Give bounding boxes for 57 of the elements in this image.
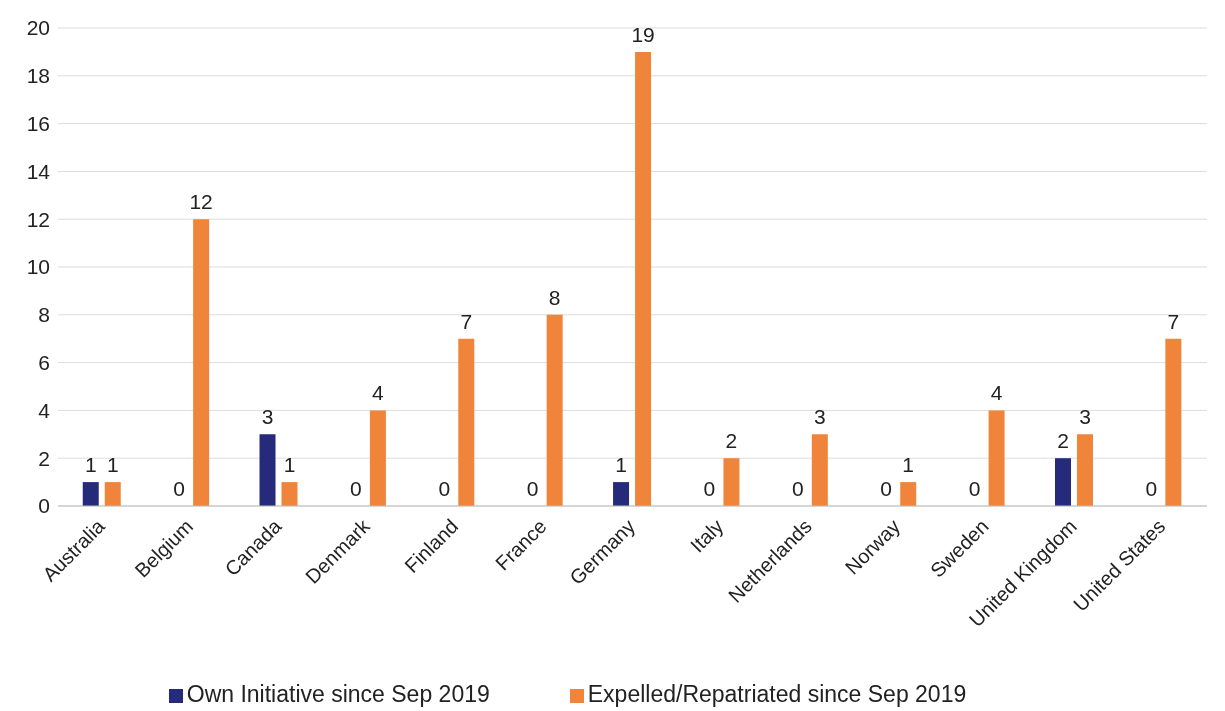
y-tick-label: 18 — [26, 64, 50, 88]
y-tick-label: 10 — [26, 255, 50, 279]
data-label: 0 — [791, 476, 804, 500]
data-label: 3 — [813, 405, 826, 429]
legend-label: Expelled/Repatriated since Sep 2019 — [587, 681, 967, 707]
bar — [458, 338, 475, 506]
y-tick-label: 0 — [38, 494, 50, 518]
data-label: 19 — [631, 22, 655, 46]
y-tick-label: 12 — [26, 207, 50, 231]
bar — [811, 434, 828, 506]
data-label: 0 — [350, 476, 362, 500]
y-tick-label: 2 — [38, 446, 50, 470]
data-label: 0 — [1145, 476, 1158, 500]
bar — [900, 482, 917, 506]
data-label: 12 — [189, 190, 213, 214]
data-label: 7 — [460, 309, 473, 333]
y-tick-label: 14 — [26, 159, 51, 183]
bar — [82, 482, 99, 506]
y-tick-label: 20 — [26, 16, 50, 40]
data-label: 0 — [880, 476, 893, 500]
data-label: 3 — [261, 405, 274, 429]
bar — [193, 219, 210, 506]
x-tick-label: Italy — [685, 515, 728, 557]
data-label: 0 — [526, 476, 539, 500]
bar — [635, 51, 652, 506]
bar — [988, 410, 1005, 506]
bar — [613, 482, 630, 506]
data-label: 7 — [1167, 309, 1180, 333]
legend-label: Own Initiative since Sep 2019 — [186, 681, 490, 707]
data-label: 0 — [703, 476, 716, 500]
data-label: 0 — [438, 476, 451, 500]
bar — [1054, 458, 1071, 506]
data-label: 1 — [902, 453, 915, 477]
data-label: 1 — [615, 453, 627, 477]
data-label: 1 — [106, 453, 119, 477]
data-label: 8 — [548, 285, 561, 309]
data-label: 2 — [1057, 429, 1069, 453]
data-label: 3 — [1079, 405, 1091, 429]
bar — [104, 482, 121, 506]
bar — [259, 434, 276, 506]
y-tick-label: 6 — [38, 351, 50, 375]
data-label: 1 — [84, 453, 97, 477]
data-label: 2 — [725, 429, 738, 453]
bar — [723, 458, 740, 506]
bar — [1165, 338, 1182, 506]
y-tick-label: 16 — [26, 112, 50, 136]
data-label: 0 — [173, 476, 185, 500]
data-label: 4 — [372, 381, 385, 405]
data-label: 4 — [990, 381, 1003, 405]
bar — [281, 482, 298, 506]
bar — [1076, 434, 1093, 506]
data-label: 0 — [968, 476, 981, 500]
data-label: 1 — [283, 453, 296, 477]
bar — [369, 410, 386, 506]
y-tick-label: 4 — [38, 398, 51, 422]
bar — [546, 314, 563, 506]
y-tick-label: 8 — [38, 303, 50, 327]
